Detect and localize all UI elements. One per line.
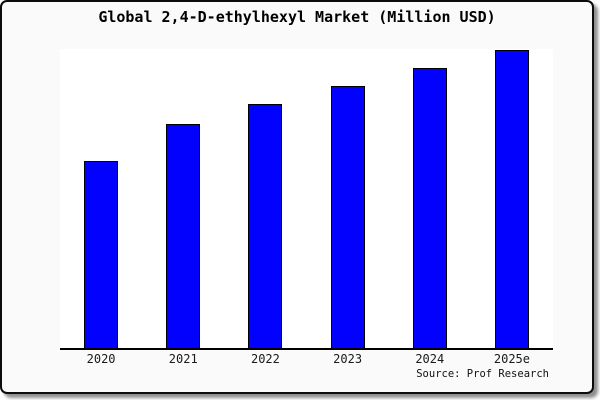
source-label: Source: Prof Research: [416, 368, 549, 380]
bar-2021: [166, 123, 201, 348]
x-tick-label-2022: 2022: [250, 352, 280, 366]
x-tick-label-2025e: 2025e: [493, 352, 530, 366]
plot-area: [60, 49, 553, 350]
bar-column-2022: [224, 49, 306, 348]
x-tick-label-2020: 2020: [86, 352, 116, 366]
x-tick-label-2021: 2021: [168, 352, 198, 366]
bar-2024: [412, 67, 447, 348]
bar-column-2024: [389, 49, 471, 348]
bar-2025e: [494, 49, 529, 348]
bar-2022: [248, 104, 283, 348]
bars-row: [60, 49, 553, 348]
xaxis-labels: 2020 2021 2022 2023 2024 2025e: [60, 352, 553, 366]
x-tick-label-2024: 2024: [415, 352, 445, 366]
chart-card: Global 2,4-D-ethylhexyl Market (Million …: [0, 0, 594, 394]
bar-2020: [84, 160, 119, 348]
chart-title: Global 2,4-D-ethylhexyl Market (Million …: [98, 8, 496, 26]
bar-column-2021: [142, 49, 224, 348]
x-tick-label-2023: 2023: [333, 352, 363, 366]
bar-column-2023: [307, 49, 389, 348]
bar-column-2020: [60, 49, 142, 348]
bar-column-2025e: [471, 49, 553, 348]
bar-2023: [330, 85, 365, 348]
